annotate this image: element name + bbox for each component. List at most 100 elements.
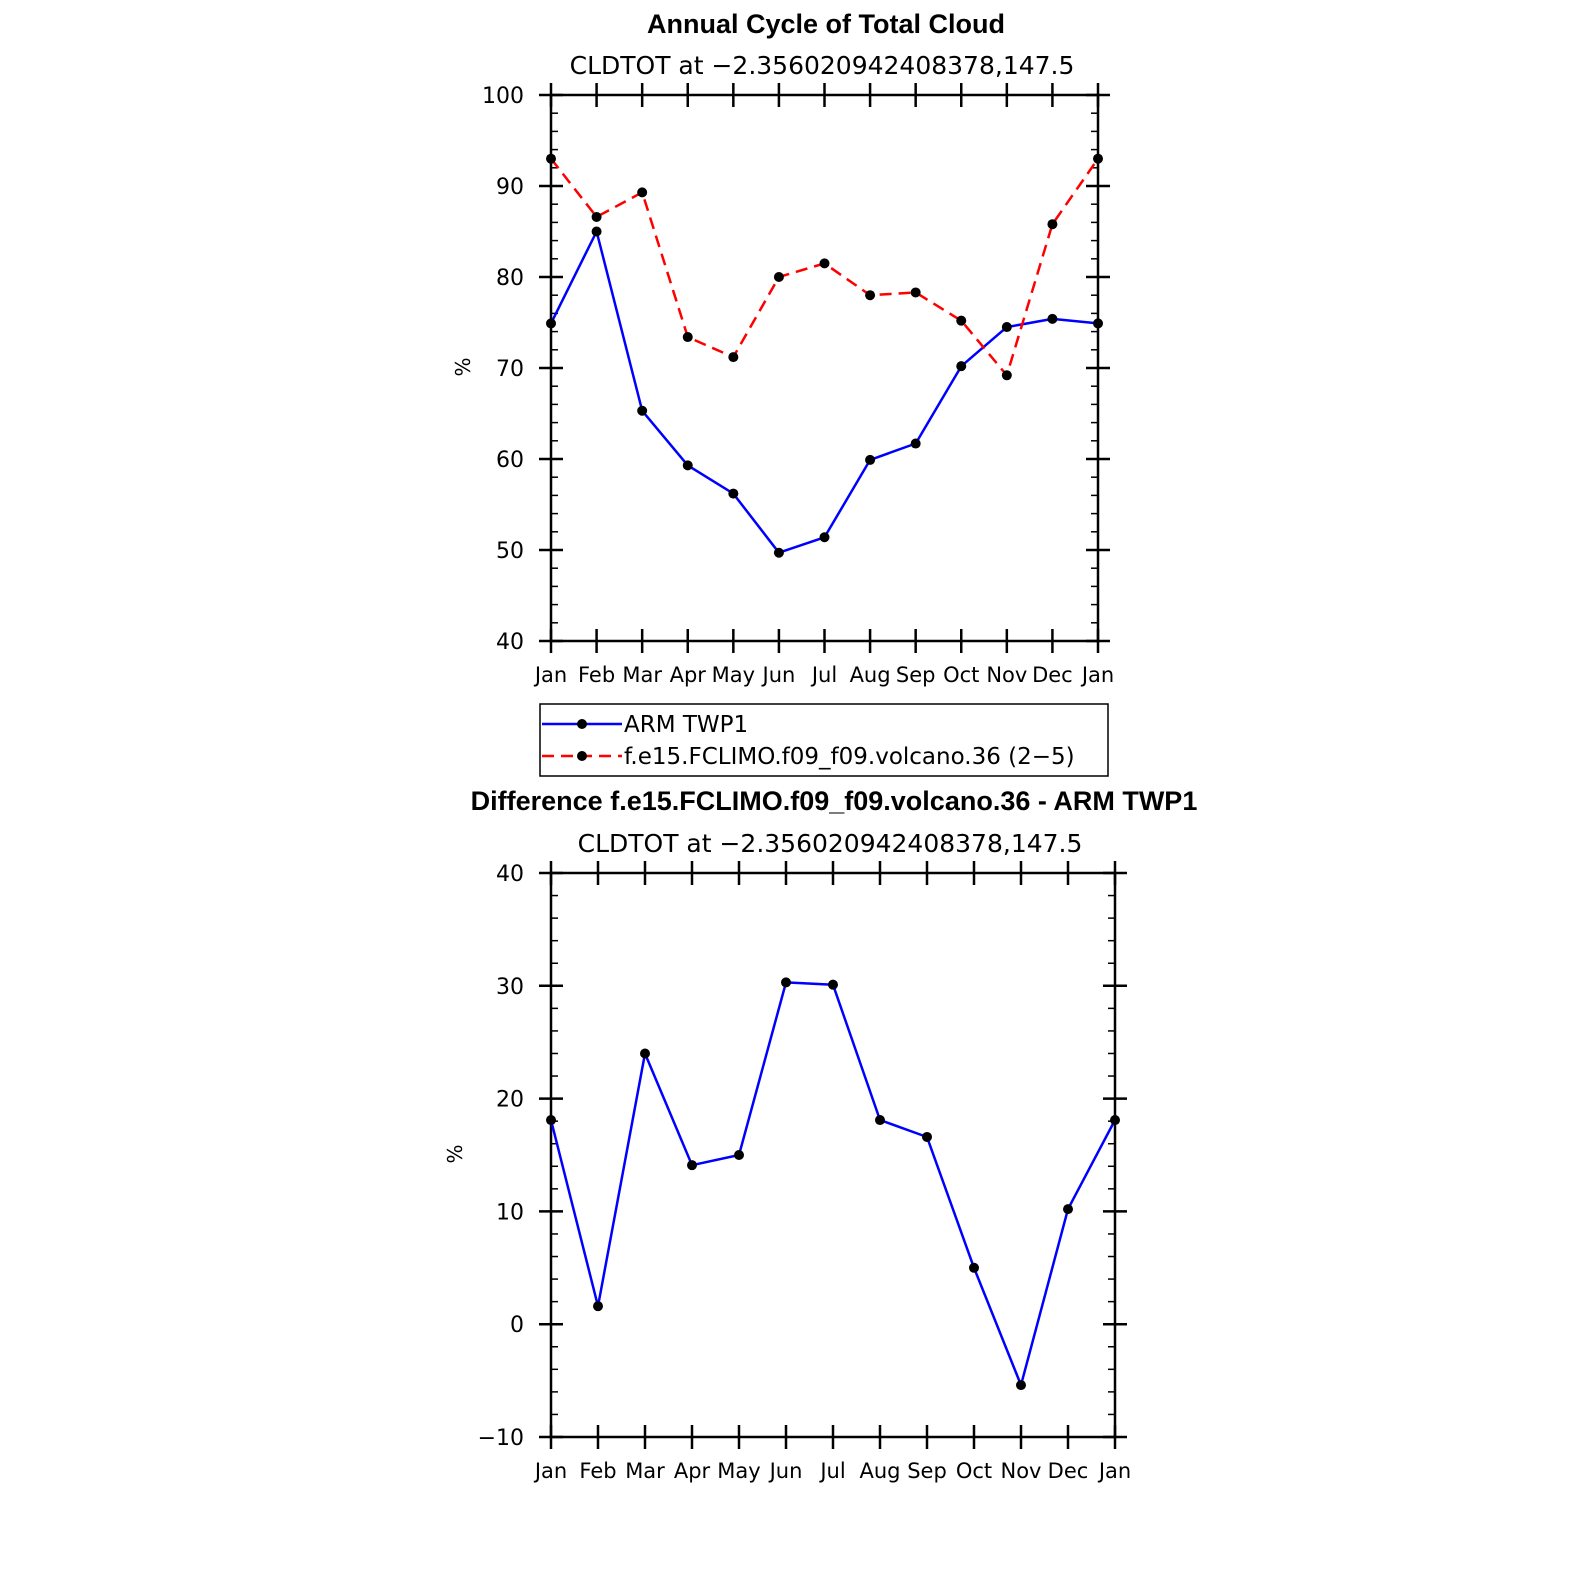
x-tick-label: May: [712, 663, 755, 687]
y-tick-label: 70: [496, 357, 524, 382]
x-tick-label: Mar: [622, 663, 662, 687]
data-point: [687, 1160, 697, 1171]
x-tick-label: Jun: [761, 663, 796, 687]
x-tick-label: Jun: [768, 1459, 803, 1483]
y-tick-label: 40: [496, 862, 524, 887]
data-point: [865, 454, 876, 465]
data-point: [1063, 1204, 1073, 1215]
data-point: [734, 1150, 744, 1160]
axes: 40 50 60 70 80 90 100 Jan Feb Mar Apr May Jun Jul Aug S…: [482, 83, 1114, 687]
panel-title: Difference f.e15.FCLIMO.f09_f09.volcano.…: [471, 786, 1198, 816]
data-point: [591, 226, 602, 237]
x-tick-label: Nov: [1001, 1459, 1042, 1483]
data-point: [1110, 1115, 1120, 1126]
data-point: [1001, 322, 1012, 333]
data-point: [910, 287, 921, 298]
x-tick-label: Apr: [674, 1459, 711, 1483]
x-tick-label: Sep: [896, 663, 936, 687]
x-tick-label: Oct: [943, 663, 979, 687]
data-point: [819, 532, 830, 543]
data-point: [728, 488, 739, 499]
difference-panel: Difference f.e15.FCLIMO.f09_f09.volcano.…: [443, 786, 1197, 1483]
data-point: [637, 405, 648, 416]
series-line-0: [549, 981, 1117, 1387]
panel-subtitle: CLDTOT at −2.356020942408378,147.5: [578, 829, 1083, 858]
x-tick-label: Feb: [579, 1459, 616, 1483]
data-point: [910, 438, 921, 449]
y-tick-label: 20: [496, 1088, 524, 1113]
x-tick-label: Aug: [850, 663, 891, 687]
x-tick-label: Feb: [578, 663, 615, 687]
y-tick-label: 30: [496, 975, 524, 1000]
panel-title: Annual Cycle of Total Cloud: [647, 9, 1005, 39]
data-point: [637, 187, 648, 198]
y-tick-label: 10: [496, 1200, 524, 1225]
y-tick-label: 50: [496, 539, 524, 564]
data-point: [1047, 219, 1058, 230]
x-tick-label: Dec: [1032, 663, 1073, 687]
x-tick-label: Jul: [810, 663, 837, 687]
data-point: [922, 1131, 932, 1142]
x-tick-label: Apr: [670, 663, 707, 687]
data-point: [593, 1301, 603, 1312]
y-tick-label: 80: [496, 266, 524, 291]
data-point: [728, 352, 739, 363]
data-point: [682, 332, 693, 343]
x-tick-label: Jan: [1080, 663, 1114, 687]
x-tick-label: Sep: [907, 1459, 947, 1483]
x-tick-label: Mar: [625, 1459, 665, 1483]
x-tick-label: Nov: [986, 663, 1027, 687]
x-tick-label: Jul: [818, 1459, 845, 1483]
data-point: [546, 153, 556, 164]
plot-frame: [549, 93, 1100, 643]
data-point: [828, 979, 838, 990]
data-point: [1047, 313, 1058, 324]
x-tick-label: Jan: [533, 663, 567, 687]
data-point: [956, 361, 967, 372]
y-axis-label: %: [443, 1144, 467, 1163]
data-point: [773, 272, 784, 282]
x-tick-label: Dec: [1048, 1459, 1089, 1483]
data-point: [875, 1115, 885, 1126]
data-point: [781, 977, 791, 988]
data-point: [819, 258, 830, 269]
x-tick-label: Jan: [1097, 1459, 1131, 1483]
legend-marker-model: [577, 751, 587, 761]
data-point: [546, 318, 556, 329]
panel-subtitle: CLDTOT at −2.356020942408378,147.5: [570, 51, 1075, 80]
y-tick-label: 90: [496, 175, 524, 200]
x-tick-label: Jan: [533, 1459, 567, 1483]
data-point: [546, 1115, 556, 1126]
data-point: [640, 1048, 650, 1059]
data-point: [591, 211, 602, 222]
data-point: [969, 1262, 979, 1273]
data-point: [865, 290, 876, 301]
legend-label-model: f.e15.FCLIMO.f09_f09.volcano.36 (2−5): [624, 744, 1075, 770]
data-point: [1093, 153, 1103, 164]
data-point: [1001, 370, 1012, 381]
data-point: [1093, 318, 1103, 329]
y-tick-label: 0: [510, 1313, 524, 1338]
x-tick-label: Oct: [956, 1459, 992, 1483]
y-axis-label: %: [451, 357, 475, 376]
series-layer: [546, 153, 1103, 558]
annual-cycle-panel: Annual Cycle of Total Cloud CLDTOT at −2…: [451, 9, 1114, 687]
legend-box: [539, 703, 1109, 777]
data-point: [773, 547, 784, 558]
series-layer: [546, 977, 1120, 1391]
x-tick-label: May: [717, 1459, 760, 1483]
data-point: [1016, 1380, 1026, 1391]
axes: −10 0 10 20 30 40 Jan Feb Mar Apr May Jun Jul Aug Sep O…: [478, 861, 1131, 1483]
x-tick-label: Aug: [859, 1459, 900, 1483]
y-tick-label: 40: [496, 630, 524, 655]
y-tick-label: 60: [496, 448, 524, 473]
data-point: [682, 460, 693, 471]
legend: ARM TWP1 f.e15.FCLIMO.f09_f09.volcano.36…: [539, 703, 1109, 777]
legend-marker-arm: [577, 719, 587, 729]
series-line-0: [549, 230, 1099, 554]
y-tick-label: −10: [478, 1426, 524, 1451]
y-tick-label: 100: [482, 84, 524, 109]
data-point: [956, 315, 967, 326]
legend-label-arm: ARM TWP1: [624, 712, 748, 738]
